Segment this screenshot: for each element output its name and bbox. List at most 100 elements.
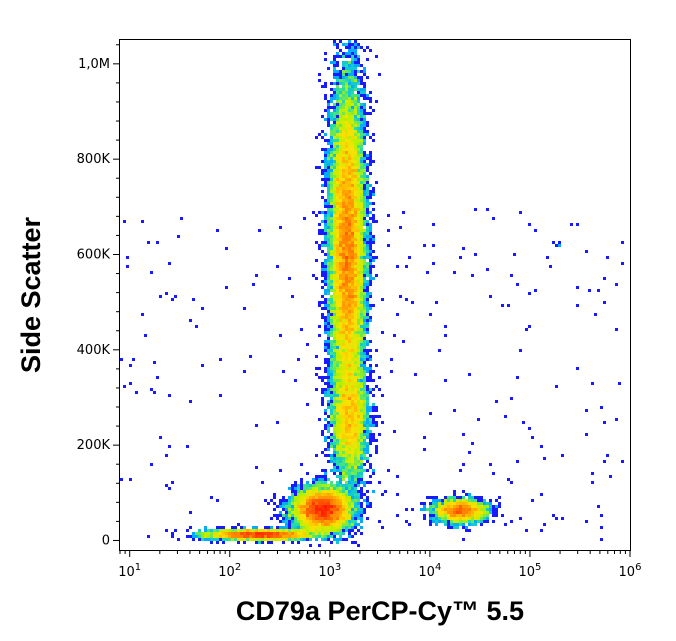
event-bin [333,358,336,361]
event-bin [333,154,336,157]
event-bin [357,112,360,115]
event-bin [357,310,360,313]
event-bin [351,262,354,265]
event-bin [315,490,318,493]
event-bin [327,523,330,526]
event-bin [372,436,375,439]
event-bin [330,145,333,148]
event-bin [405,265,408,268]
event-bin [336,346,339,349]
event-bin [483,517,486,520]
event-bin [351,373,354,376]
event-bin [531,499,534,502]
event-bin [528,292,531,295]
event-bin [354,301,357,304]
event-bin [273,502,276,505]
event-bin [360,403,363,406]
event-bin [327,517,330,520]
event-bin [339,508,342,511]
event-bin [336,229,339,232]
event-bin [309,523,312,526]
event-bin [363,415,366,418]
event-bin [348,382,351,385]
event-bin [447,499,450,502]
event-bin [357,196,360,199]
event-bin [228,538,231,541]
event-bin [357,208,360,211]
event-bin [321,184,324,187]
event-bin [378,415,381,418]
event-bin [354,286,357,289]
event-bin [369,415,372,418]
event-bin [336,334,339,337]
event-bin [366,496,369,499]
event-bin [342,112,345,115]
event-bin [357,460,360,463]
event-bin [348,316,351,319]
event-bin [336,106,339,109]
event-bin [348,67,351,70]
event-bin [321,244,324,247]
event-bin [351,268,354,271]
event-bin [354,508,357,511]
event-bin [351,403,354,406]
event-bin [315,475,318,478]
event-bin [348,367,351,370]
event-bin [462,508,465,511]
event-bin [336,466,339,469]
event-bin [342,250,345,253]
event-bin [351,283,354,286]
event-bin [342,496,345,499]
event-bin [345,205,348,208]
event-bin [348,73,351,76]
event-bin [360,334,363,337]
event-bin [345,505,348,508]
event-bin [315,529,318,532]
event-bin [342,538,345,541]
event-bin [312,502,315,505]
event-bin [444,496,447,499]
event-bin [432,508,435,511]
event-bin [336,286,339,289]
event-bin [351,412,354,415]
event-bin [354,511,357,514]
event-bin [333,442,336,445]
event-bin [225,286,228,289]
event-bin [336,415,339,418]
event-bin [339,70,342,73]
event-bin [150,388,153,391]
event-bin [147,241,150,244]
event-bin [360,208,363,211]
event-bin [237,535,240,538]
event-bin [369,172,372,175]
event-bin [189,511,192,514]
event-bin [339,337,342,340]
event-bin [333,439,336,442]
event-bin [330,379,333,382]
event-bin [450,499,453,502]
event-bin [447,517,450,520]
event-bin [303,508,306,511]
event-bin [459,256,462,259]
event-bin [264,529,267,532]
event-bin [327,178,330,181]
event-bin [363,319,366,322]
event-bin [333,61,336,64]
event-bin [387,244,390,247]
event-bin [276,532,279,535]
event-bin [366,256,369,259]
event-bin [327,286,330,289]
event-bin [351,469,354,472]
event-bin [492,520,495,523]
event-bin [429,511,432,514]
event-bin [282,541,285,544]
event-bin [339,385,342,388]
event-bin [336,178,339,181]
event-bin [357,499,360,502]
event-bin [333,490,336,493]
event-bin [165,484,168,487]
event-bin [279,520,282,523]
event-bin [432,499,435,502]
event-bin [462,517,465,520]
event-bin [330,415,333,418]
